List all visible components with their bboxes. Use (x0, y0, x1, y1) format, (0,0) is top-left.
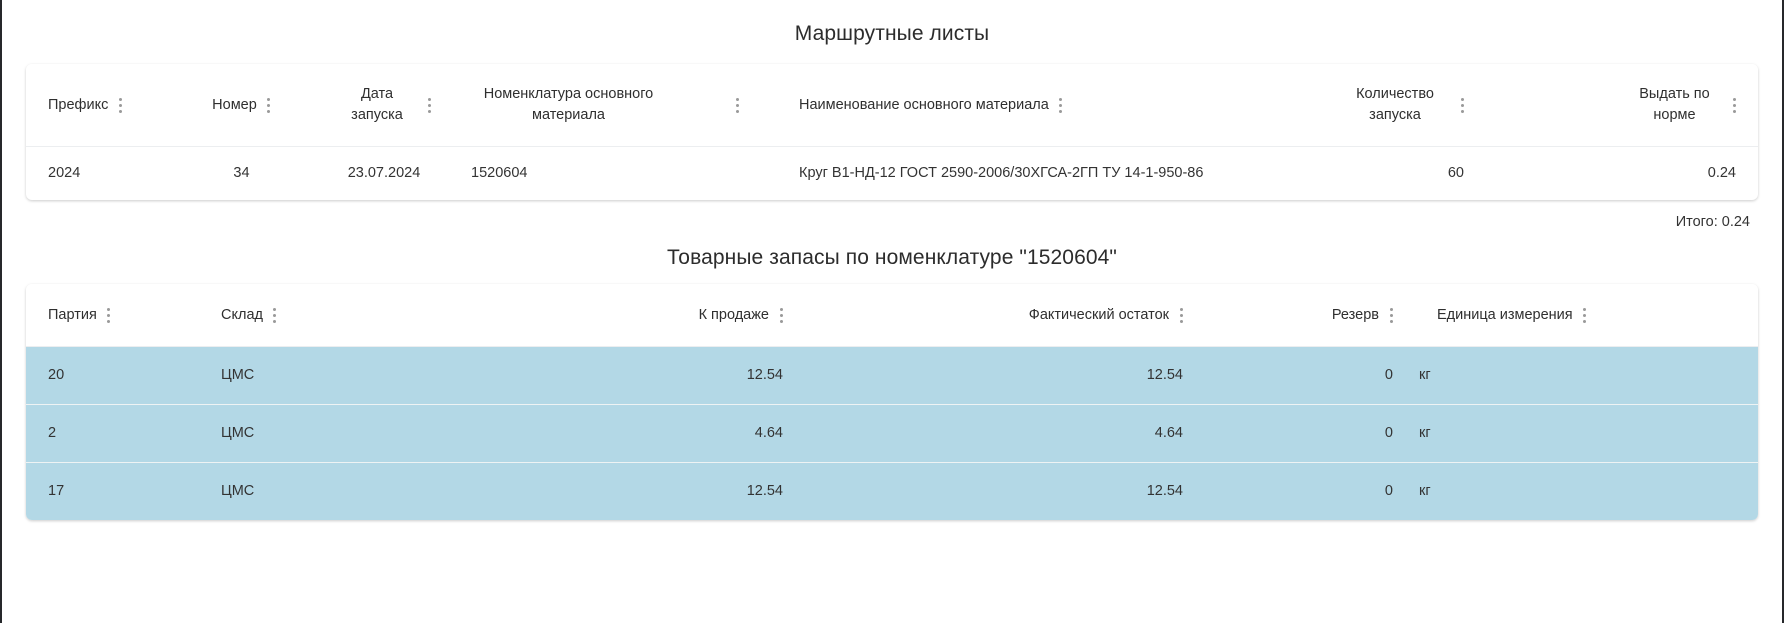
cell-start-qty: 60 (1447, 165, 1464, 182)
column-label: К продаже (698, 306, 769, 323)
column-label: Выдать по норме (1639, 86, 1710, 124)
routes-col-nomenclature[interactable]: Номенклатура основного материала (459, 64, 769, 148)
kebab-menu-icon[interactable] (267, 97, 271, 113)
cell-for-sale: 12.54 (476, 346, 821, 406)
cell-warehouse: ЦМС (221, 346, 476, 406)
routes-col-number[interactable]: Номер (174, 64, 309, 148)
routes-col-prefix[interactable]: Префикс (26, 64, 174, 148)
routes-table-body: 2024 34 23.07.2024 1520604 Круг В1-НД-12… (26, 147, 1758, 201)
stock-col-unit[interactable]: Единица измерения (1401, 284, 1758, 348)
column-label: Количество запуска (1356, 86, 1434, 124)
kebab-menu-icon[interactable] (735, 97, 739, 113)
table-row[interactable]: 2024 34 23.07.2024 1520604 Круг В1-НД-12… (26, 147, 1758, 201)
kebab-menu-icon[interactable] (1583, 307, 1587, 323)
routes-table-head: Префикс Номер Дата запуска (26, 64, 1758, 148)
stock-table-head: Партия Склад К продаже (26, 284, 1758, 348)
kebab-menu-icon[interactable] (1059, 97, 1063, 113)
cell-material-name: Круг В1-НД-12 ГОСТ 2590-2006/30ХГСА-2ГП … (799, 165, 1204, 182)
routes-col-start-qty[interactable]: Количество запуска (1249, 64, 1464, 148)
cell-for-sale: 4.64 (476, 404, 821, 464)
routes-table: Префикс Номер Дата запуска (26, 64, 1758, 200)
stock-col-actual-balance[interactable]: Фактический остаток (821, 284, 1221, 348)
kebab-menu-icon[interactable] (1732, 97, 1736, 113)
stock-col-batch[interactable]: Партия (26, 284, 221, 348)
routes-col-issue-norm[interactable]: Выдать по норме (1464, 64, 1758, 148)
kebab-menu-icon[interactable] (1460, 97, 1464, 113)
table-row[interactable]: 20 ЦМС 12.54 12.54 0 кг (26, 346, 1758, 406)
routes-header-row: Префикс Номер Дата запуска (26, 64, 1758, 148)
cell-batch: 2 (26, 404, 221, 464)
stock-table-body: 20 ЦМС 12.54 12.54 0 кг 2 ЦМС 4.64 4.64 … (26, 346, 1758, 521)
cell-start-date: 23.07.2024 (347, 165, 421, 182)
cell-batch: 17 (48, 483, 65, 500)
column-label: Префикс (48, 96, 109, 113)
kebab-menu-icon[interactable] (118, 97, 122, 113)
cell-warehouse: ЦМС (221, 483, 255, 500)
column-label: Единица измерения (1437, 306, 1573, 323)
cell-nomenclature: 1520604 (471, 165, 528, 182)
routes-col-start-date[interactable]: Дата запуска (309, 64, 459, 148)
kebab-menu-icon[interactable] (273, 307, 277, 323)
routes-section-title: Маршрутные листы (794, 22, 990, 45)
cell-prefix: 2024 (48, 165, 81, 182)
column-label: Фактический остаток (1028, 306, 1169, 323)
cell-actual-balance: 4.64 (821, 404, 1221, 464)
kebab-menu-icon[interactable] (107, 307, 111, 323)
routes-table-card: Префикс Номер Дата запуска (26, 64, 1758, 201)
stock-table: Партия Склад К продаже (26, 284, 1758, 521)
column-label: Наименование основного материала (799, 96, 1049, 113)
stock-table-card: Партия Склад К продаже (26, 284, 1758, 521)
kebab-menu-icon[interactable] (1389, 307, 1393, 323)
column-label: Резерв (1331, 306, 1379, 323)
column-label: Склад (221, 306, 263, 323)
routes-col-material-name[interactable]: Наименование основного материала (769, 64, 1249, 148)
cell-actual-balance: 12.54 (1146, 483, 1183, 500)
kebab-menu-icon[interactable] (427, 97, 431, 113)
cell-issue-norm: 0.24 (1707, 165, 1736, 182)
cell-actual-balance: 12.54 (821, 346, 1221, 406)
column-label: Партия (48, 306, 97, 323)
stock-header-row: Партия Склад К продаже (26, 284, 1758, 348)
kebab-menu-icon[interactable] (1179, 307, 1183, 323)
table-row[interactable]: 2 ЦМС 4.64 4.64 0 кг (26, 404, 1758, 464)
kebab-menu-icon[interactable] (779, 307, 783, 323)
cell-batch: 20 (26, 346, 221, 406)
cell-for-sale: 12.54 (746, 483, 783, 500)
routes-total-label: Итого: 0.24 (1675, 214, 1750, 231)
column-label: Номер (212, 96, 257, 113)
table-row[interactable]: 17 ЦМС 12.54 12.54 0 кг (26, 462, 1758, 521)
cell-unit: кг (1401, 404, 1758, 464)
column-label: Номенклатура основного материала (483, 86, 654, 124)
cell-reserve: 0 (1384, 483, 1393, 500)
cell-number: 34 (233, 165, 250, 182)
cell-unit: кг (1401, 346, 1758, 406)
stock-col-warehouse[interactable]: Склад (221, 284, 476, 348)
cell-reserve: 0 (1221, 404, 1401, 464)
stock-section-title: Товарные запасы по номенклатуре "1520604… (667, 246, 1117, 270)
cell-warehouse: ЦМС (221, 404, 476, 464)
cell-reserve: 0 (1221, 346, 1401, 406)
cell-unit: кг (1419, 483, 1431, 500)
stock-col-for-sale[interactable]: К продаже (476, 284, 821, 348)
stock-col-reserve[interactable]: Резерв (1221, 284, 1401, 348)
column-label: Дата запуска (351, 86, 403, 124)
